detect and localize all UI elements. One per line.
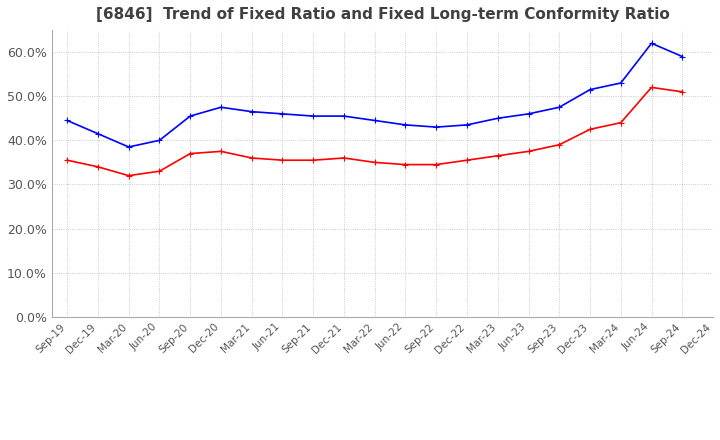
- Fixed Long-term Conformity Ratio: [585, 127, 594, 132]
- Fixed Ratio: [125, 144, 133, 150]
- Fixed Long-term Conformity Ratio: [432, 162, 441, 167]
- Line: Fixed Long-term Conformity Ratio: Fixed Long-term Conformity Ratio: [64, 84, 685, 178]
- Fixed Ratio: [278, 111, 287, 117]
- Fixed Long-term Conformity Ratio: [278, 158, 287, 163]
- Fixed Long-term Conformity Ratio: [647, 85, 656, 90]
- Fixed Long-term Conformity Ratio: [125, 173, 133, 178]
- Fixed Long-term Conformity Ratio: [678, 89, 687, 95]
- Fixed Long-term Conformity Ratio: [370, 160, 379, 165]
- Fixed Ratio: [370, 118, 379, 123]
- Fixed Long-term Conformity Ratio: [155, 169, 163, 174]
- Fixed Ratio: [555, 105, 564, 110]
- Fixed Long-term Conformity Ratio: [616, 120, 625, 125]
- Fixed Ratio: [340, 114, 348, 119]
- Fixed Long-term Conformity Ratio: [463, 158, 472, 163]
- Fixed Long-term Conformity Ratio: [555, 142, 564, 147]
- Fixed Ratio: [493, 116, 502, 121]
- Fixed Long-term Conformity Ratio: [524, 149, 533, 154]
- Fixed Long-term Conformity Ratio: [94, 164, 102, 169]
- Fixed Ratio: [63, 118, 71, 123]
- Line: Fixed Ratio: Fixed Ratio: [64, 40, 685, 150]
- Fixed Ratio: [524, 111, 533, 117]
- Fixed Ratio: [616, 81, 625, 86]
- Fixed Long-term Conformity Ratio: [401, 162, 410, 167]
- Fixed Long-term Conformity Ratio: [248, 155, 256, 161]
- Fixed Ratio: [678, 54, 687, 59]
- Fixed Ratio: [217, 105, 225, 110]
- Fixed Ratio: [463, 122, 472, 128]
- Fixed Ratio: [401, 122, 410, 128]
- Fixed Ratio: [248, 109, 256, 114]
- Fixed Long-term Conformity Ratio: [186, 151, 194, 156]
- Title: [6846]  Trend of Fixed Ratio and Fixed Long-term Conformity Ratio: [6846] Trend of Fixed Ratio and Fixed Lo…: [96, 7, 670, 22]
- Fixed Long-term Conformity Ratio: [217, 149, 225, 154]
- Fixed Ratio: [94, 131, 102, 136]
- Fixed Ratio: [155, 138, 163, 143]
- Fixed Ratio: [186, 114, 194, 119]
- Fixed Long-term Conformity Ratio: [493, 153, 502, 158]
- Legend: Fixed Ratio, Fixed Long-term Conformity Ratio: Fixed Ratio, Fixed Long-term Conformity …: [187, 436, 577, 440]
- Fixed Ratio: [432, 125, 441, 130]
- Fixed Long-term Conformity Ratio: [63, 158, 71, 163]
- Fixed Ratio: [647, 40, 656, 46]
- Fixed Ratio: [309, 114, 318, 119]
- Fixed Long-term Conformity Ratio: [340, 155, 348, 161]
- Fixed Long-term Conformity Ratio: [309, 158, 318, 163]
- Fixed Ratio: [585, 87, 594, 92]
